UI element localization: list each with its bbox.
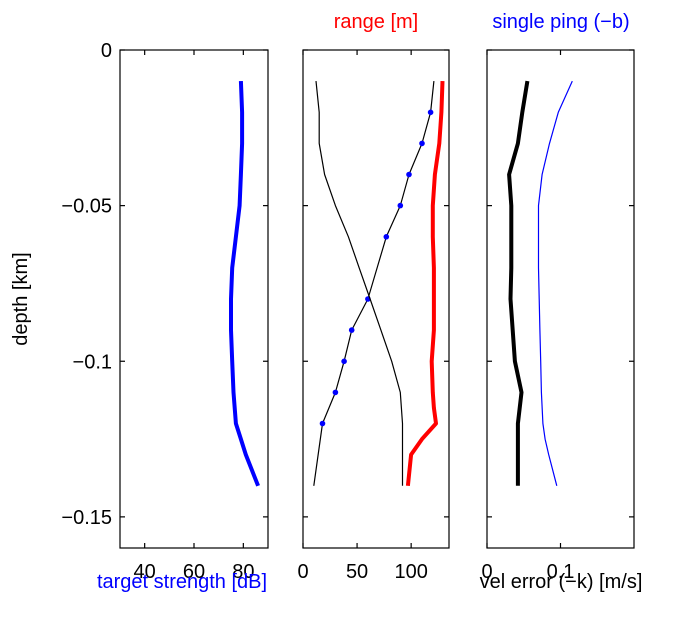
- x-tick-label-2-1: 0.1: [547, 561, 575, 583]
- y-axis-label-depth: depth [km]: [10, 252, 32, 345]
- series-line-1-0: [405, 81, 445, 487]
- y-tick-label-2: −0.1: [73, 351, 112, 373]
- series-marker-1-1-4: [383, 234, 390, 240]
- x-tick-label-0-0: 40: [134, 561, 156, 583]
- panel-1-series: [229, 81, 260, 487]
- series-line-2-1: [537, 80, 573, 486]
- series-marker-1-1-0: [427, 109, 434, 116]
- panel-range: 0 50 100 range [m]: [297, 11, 450, 583]
- panel-3-series: [507, 80, 573, 486]
- panel-1-x-ticks: 40 60 80: [134, 50, 254, 583]
- series-marker-1-1-9: [319, 420, 326, 427]
- series-line-2-0: [507, 80, 530, 486]
- series-line-1-2: [315, 81, 404, 486]
- series-marker-1-1-3: [397, 202, 404, 209]
- series-marker-1-1-2: [406, 171, 412, 178]
- panel-1-y-ticks: 0 −0.05 −0.1 −0.15: [61, 40, 268, 529]
- x-tick-label-2-0: 0: [481, 561, 492, 583]
- x-axis-label-target-strength: target strength [dB]: [97, 571, 267, 593]
- series-line-1-1: [313, 81, 435, 486]
- panel-3-x-ticks: 0 0.1: [481, 49, 634, 583]
- panel-1-frame: [119, 49, 269, 549]
- series-line-0-0: [229, 81, 260, 487]
- series-marker-1-1-7: [341, 358, 347, 365]
- panel-target-strength: 40 60 80 0 −0.05 −0.1 −0.15 target strength […: [10, 40, 269, 593]
- y-tick-label-3: −0.15: [61, 507, 112, 529]
- series-marker-1-1-8: [332, 389, 339, 396]
- x-axis-label-vel-error: vel error (−k) [m/s]: [480, 571, 643, 593]
- panel-2-x-ticks: 0 50 100: [297, 49, 449, 583]
- panel-2-series: [313, 81, 445, 487]
- y-tick-label-1: −0.05: [61, 196, 112, 218]
- x-tick-label-1-1: 50: [346, 561, 368, 583]
- panel-velocity-error: 0 0.1 single ping (−b) vel error (−k) [m/…: [480, 11, 643, 593]
- x-tick-label-0-1: 60: [183, 561, 205, 583]
- panel-2-frame: [302, 49, 450, 549]
- title-single-ping: single ping (−b): [492, 11, 629, 33]
- series-marker-1-1-1: [419, 140, 425, 147]
- series-marker-1-1-6: [348, 327, 355, 333]
- title-range: range [m]: [334, 11, 418, 33]
- x-tick-label-0-2: 80: [232, 561, 254, 583]
- x-tick-label-1-0: 0: [297, 561, 308, 583]
- y-tick-label-0: 0: [101, 40, 112, 62]
- x-tick-label-1-2: 100: [394, 561, 427, 583]
